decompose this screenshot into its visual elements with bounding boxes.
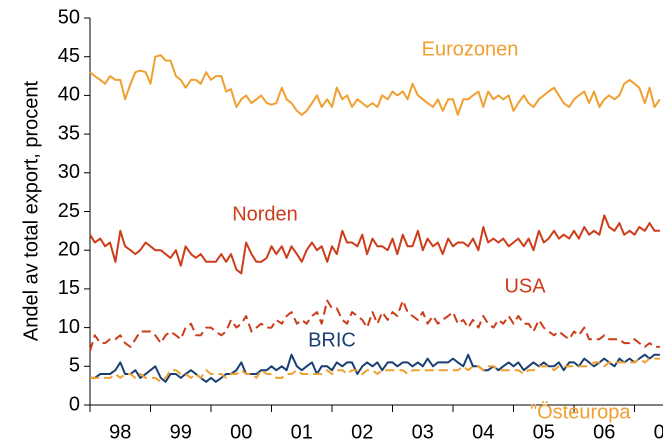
y-tick-label: 5 [69, 355, 80, 377]
series-label: Norden [232, 203, 298, 225]
y-tick-label: 40 [58, 84, 80, 106]
x-tick-label: 01 [291, 421, 313, 443]
x-tick-label: 02 [351, 421, 373, 443]
y-axis-label: Andel av total export, procent [20, 80, 42, 341]
series-line [90, 353, 660, 383]
series-line [89, 299, 660, 352]
x-tick-label: 06 [593, 421, 615, 443]
y-tick-label: 45 [58, 45, 80, 67]
x-tick-label: 05 [533, 421, 555, 443]
series-label: "Östeuropa [530, 401, 631, 423]
y-tick-label: 10 [58, 316, 80, 338]
x-tick-label: 07 [654, 421, 663, 443]
y-tick-label: 25 [58, 200, 80, 222]
x-tick-label: 00 [230, 421, 252, 443]
series-label: USA [504, 275, 546, 297]
y-tick-label: 50 [58, 6, 80, 28]
x-tick-label: 04 [472, 421, 494, 443]
x-tick-label: 99 [170, 421, 192, 443]
y-tick-label: 15 [58, 277, 80, 299]
y-tick-label: 0 [69, 393, 80, 415]
series-line [89, 214, 660, 275]
series-line [90, 357, 660, 383]
series-label: BRIC [308, 329, 356, 351]
series-label: Eurozonen [422, 38, 519, 60]
x-tick-label: 03 [412, 421, 434, 443]
series-line [89, 54, 661, 116]
y-tick-label: 20 [58, 238, 80, 260]
y-tick-label: 35 [58, 122, 80, 144]
y-tick-label: 30 [58, 161, 80, 183]
x-tick-label: 98 [109, 421, 131, 443]
